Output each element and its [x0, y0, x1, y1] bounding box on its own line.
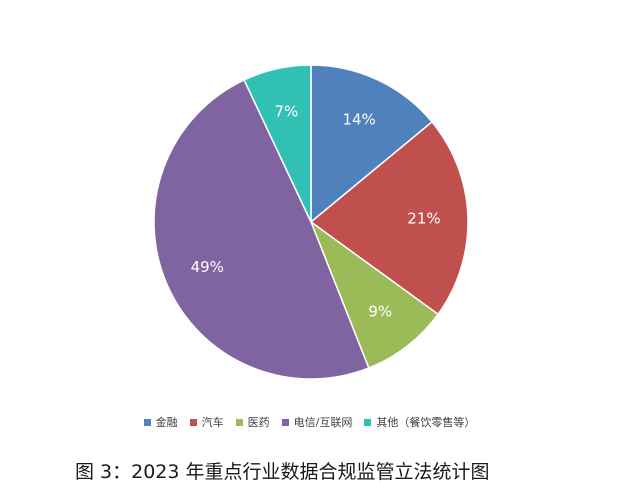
- legend-swatch-0: [143, 418, 151, 426]
- pie-slice-0: [310, 64, 434, 224]
- pie-slice-2: [309, 219, 440, 369]
- pie-label-3: 49%: [191, 258, 224, 276]
- pie-slice-1: [309, 120, 469, 316]
- pie-label-2: 9%: [368, 302, 392, 320]
- legend-swatch-3: [281, 418, 289, 426]
- legend-label-0: 金融: [155, 416, 178, 429]
- chart-legend: 金融 汽车 医药 电信/互联网 其他（餐饮零售等）: [0, 414, 619, 430]
- legend-label-4: 其他（餐饮零售等）: [376, 416, 476, 429]
- legend-swatch-2: [235, 418, 243, 426]
- pie-label-4: 7%: [274, 103, 298, 121]
- legend-label-2: 医药: [247, 416, 270, 429]
- legend-item-1: 汽车: [189, 414, 224, 430]
- legend-label-1: 汽车: [201, 416, 224, 429]
- legend-swatch-4: [364, 418, 372, 426]
- legend-swatch-1: [189, 418, 197, 426]
- legend-item-2: 医药: [235, 414, 270, 430]
- legend-item-4: 其他（餐饮零售等）: [364, 414, 475, 430]
- pie-slice-3: [153, 78, 370, 380]
- legend-item-3: 电信/互联网: [281, 414, 353, 430]
- pie-slice-4: [243, 64, 312, 223]
- figure-caption: 图 3：2023 年重点行业数据合规监管立法统计图: [75, 461, 490, 483]
- pie-label-0: 14%: [342, 111, 375, 129]
- legend-label-3: 电信/互联网: [293, 416, 353, 429]
- pie-label-1: 21%: [407, 209, 440, 227]
- legend-item-0: 金融: [143, 414, 178, 430]
